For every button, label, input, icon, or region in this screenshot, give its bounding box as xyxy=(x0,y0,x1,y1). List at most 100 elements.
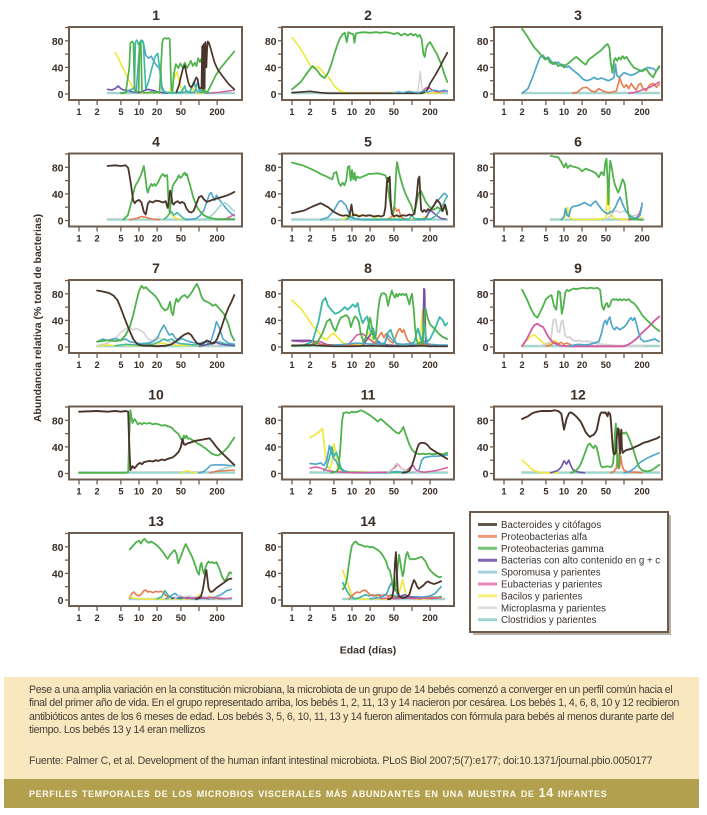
svg-text:0: 0 xyxy=(271,216,277,228)
svg-text:10: 10 xyxy=(134,107,144,117)
svg-text:40: 40 xyxy=(265,569,277,581)
svg-text:20: 20 xyxy=(365,234,375,244)
svg-text:5: 5 xyxy=(118,613,123,623)
svg-text:0: 0 xyxy=(483,89,489,101)
svg-text:50: 50 xyxy=(601,234,611,244)
svg-text:10: 10 xyxy=(559,487,569,497)
svg-text:40: 40 xyxy=(265,189,277,201)
svg-text:80: 80 xyxy=(477,416,489,428)
svg-text:0: 0 xyxy=(271,469,277,481)
svg-text:0: 0 xyxy=(483,216,489,228)
svg-text:40: 40 xyxy=(52,442,64,454)
svg-text:2: 2 xyxy=(308,234,313,244)
svg-text:200: 200 xyxy=(634,234,650,244)
svg-text:5: 5 xyxy=(118,234,123,244)
svg-text:200: 200 xyxy=(634,107,650,117)
svg-text:50: 50 xyxy=(601,360,611,370)
svg-text:2: 2 xyxy=(95,107,100,117)
svg-text:40: 40 xyxy=(477,63,489,75)
svg-text:5: 5 xyxy=(331,107,336,117)
svg-text:50: 50 xyxy=(389,107,399,117)
svg-text:2: 2 xyxy=(520,234,525,244)
svg-text:10: 10 xyxy=(134,234,144,244)
svg-text:6: 6 xyxy=(574,134,582,150)
svg-text:20: 20 xyxy=(152,613,162,623)
svg-text:20: 20 xyxy=(577,487,587,497)
svg-text:80: 80 xyxy=(265,542,277,554)
svg-text:2: 2 xyxy=(95,613,100,623)
svg-text:5: 5 xyxy=(543,107,548,117)
svg-text:50: 50 xyxy=(176,360,186,370)
svg-text:1: 1 xyxy=(152,7,160,23)
svg-text:50: 50 xyxy=(176,613,186,623)
svg-text:1: 1 xyxy=(76,107,81,117)
svg-text:200: 200 xyxy=(209,360,225,370)
svg-text:11: 11 xyxy=(361,387,376,403)
svg-text:1: 1 xyxy=(501,234,506,244)
svg-text:12: 12 xyxy=(570,387,586,403)
svg-text:10: 10 xyxy=(134,487,144,497)
svg-text:0: 0 xyxy=(58,469,64,481)
svg-text:40: 40 xyxy=(52,316,64,328)
svg-text:50: 50 xyxy=(601,487,611,497)
svg-text:80: 80 xyxy=(477,163,489,175)
svg-text:2: 2 xyxy=(520,107,525,117)
svg-text:200: 200 xyxy=(209,613,225,623)
svg-text:10: 10 xyxy=(347,487,357,497)
svg-text:10: 10 xyxy=(148,387,164,403)
svg-text:50: 50 xyxy=(601,107,611,117)
svg-text:80: 80 xyxy=(52,163,64,175)
svg-text:40: 40 xyxy=(52,189,64,201)
svg-text:Bacteroides y citófagos: Bacteroides y citófagos xyxy=(501,520,601,531)
svg-text:5: 5 xyxy=(543,487,548,497)
svg-text:1: 1 xyxy=(76,234,81,244)
svg-text:200: 200 xyxy=(422,234,438,244)
svg-text:1: 1 xyxy=(289,613,294,623)
svg-text:10: 10 xyxy=(559,107,569,117)
svg-text:Clostridios y parientes: Clostridios y parientes xyxy=(501,615,596,626)
svg-text:40: 40 xyxy=(52,569,64,581)
svg-text:80: 80 xyxy=(265,36,277,48)
svg-text:40: 40 xyxy=(265,316,277,328)
svg-text:40: 40 xyxy=(477,189,489,201)
svg-text:40: 40 xyxy=(265,63,277,75)
svg-text:1: 1 xyxy=(501,107,506,117)
svg-text:2: 2 xyxy=(308,107,313,117)
svg-text:4: 4 xyxy=(152,134,160,150)
svg-text:1: 1 xyxy=(289,487,294,497)
svg-text:200: 200 xyxy=(209,107,225,117)
svg-text:0: 0 xyxy=(58,595,64,607)
svg-text:80: 80 xyxy=(265,163,277,175)
svg-text:5: 5 xyxy=(118,107,123,117)
svg-text:40: 40 xyxy=(265,442,277,454)
svg-text:20: 20 xyxy=(365,107,375,117)
svg-text:8: 8 xyxy=(364,260,372,276)
svg-text:2: 2 xyxy=(308,613,313,623)
svg-text:2: 2 xyxy=(364,7,372,23)
svg-text:5: 5 xyxy=(331,234,336,244)
svg-text:20: 20 xyxy=(577,107,587,117)
svg-text:1: 1 xyxy=(289,234,294,244)
svg-text:0: 0 xyxy=(483,469,489,481)
svg-text:5: 5 xyxy=(331,613,336,623)
svg-text:20: 20 xyxy=(152,234,162,244)
svg-text:50: 50 xyxy=(176,107,186,117)
svg-text:0: 0 xyxy=(58,89,64,101)
svg-text:Abundancia relativa (% total d: Abundancia relativa (% total de bacteria… xyxy=(32,214,44,422)
svg-text:Eubacterias y parientes: Eubacterias y parientes xyxy=(501,580,602,591)
svg-text:40: 40 xyxy=(477,316,489,328)
svg-text:50: 50 xyxy=(389,613,399,623)
svg-text:40: 40 xyxy=(477,442,489,454)
svg-text:10: 10 xyxy=(347,613,357,623)
svg-text:3: 3 xyxy=(574,7,582,23)
svg-text:80: 80 xyxy=(265,416,277,428)
svg-text:10: 10 xyxy=(347,107,357,117)
svg-text:2: 2 xyxy=(95,360,100,370)
svg-text:20: 20 xyxy=(365,360,375,370)
svg-text:14: 14 xyxy=(360,513,376,529)
svg-text:7: 7 xyxy=(152,260,160,276)
svg-text:1: 1 xyxy=(76,613,81,623)
svg-text:1: 1 xyxy=(76,360,81,370)
svg-text:Proteobacterias gamma: Proteobacterias gamma xyxy=(501,544,604,555)
svg-text:80: 80 xyxy=(52,289,64,301)
